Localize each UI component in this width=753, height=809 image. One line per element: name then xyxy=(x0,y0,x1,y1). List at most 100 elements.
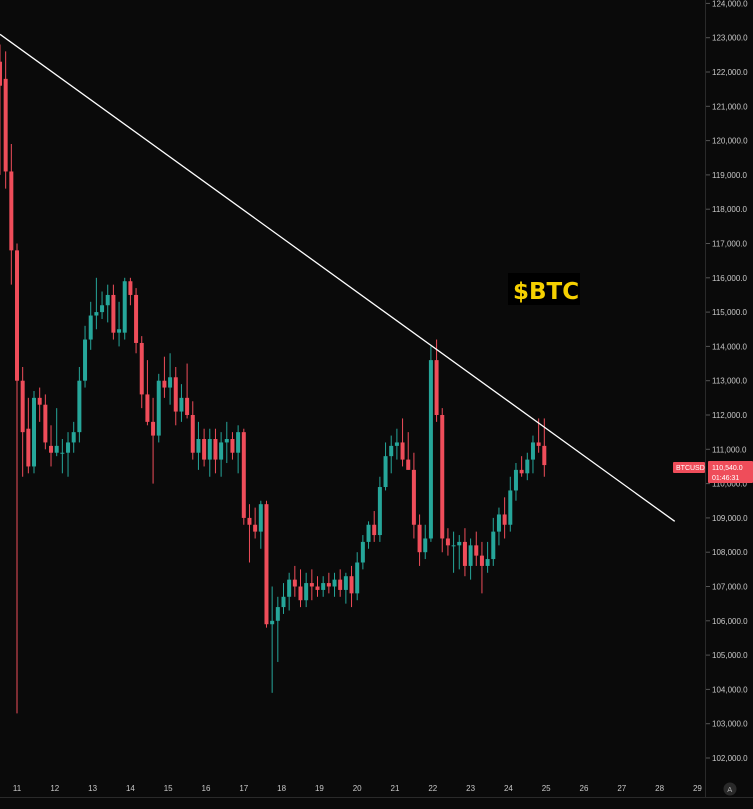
candle-body xyxy=(372,524,377,536)
candle-body xyxy=(343,576,348,590)
y-tick-label: 108,000.0 xyxy=(712,548,748,557)
candle-body xyxy=(179,397,184,412)
y-tick-label: 105,000.0 xyxy=(712,651,748,660)
candle-body xyxy=(530,442,535,460)
candle-body xyxy=(428,360,433,539)
candle-body xyxy=(366,524,371,542)
btc-annotation: $BTC xyxy=(513,279,579,305)
candle-body xyxy=(440,415,445,539)
candle-body xyxy=(258,504,263,532)
x-tick-label: 16 xyxy=(202,784,211,793)
price-tag-bg xyxy=(708,461,753,483)
candle-body xyxy=(292,579,297,587)
candle-body xyxy=(100,305,105,313)
candle-body xyxy=(54,445,59,453)
auto-scale-icon: A xyxy=(727,785,732,794)
candle-body xyxy=(542,445,547,466)
candle-body xyxy=(128,281,133,295)
y-tick-label: 114,000.0 xyxy=(712,342,748,351)
candle-body xyxy=(445,538,450,546)
candle-body xyxy=(457,541,462,546)
candle-body xyxy=(94,312,99,316)
candle-body xyxy=(394,442,399,446)
candle-body xyxy=(224,439,229,443)
x-tick-label: 27 xyxy=(617,784,626,793)
candle-body xyxy=(383,456,388,488)
candle-body xyxy=(468,545,473,566)
candle-body xyxy=(15,250,19,381)
candle-body xyxy=(213,439,218,460)
candle-body xyxy=(434,360,439,415)
candle-body xyxy=(360,541,365,563)
x-tick-label: 24 xyxy=(504,784,513,793)
x-tick-label: 15 xyxy=(164,784,173,793)
y-tick-label: 102,000.0 xyxy=(712,754,748,763)
y-tick-label: 109,000.0 xyxy=(712,514,748,523)
candle-body xyxy=(508,490,513,525)
y-tick-label: 111,000.0 xyxy=(712,445,747,454)
price-axis[interactable]: 102,000.0 103,000.0 104,000.0 105,000.0 106,… xyxy=(706,0,748,763)
candle-body xyxy=(485,559,490,566)
y-tick-label: 110,000.0 xyxy=(712,480,748,489)
x-tick-label: 12 xyxy=(50,784,59,793)
candle-body xyxy=(168,377,173,388)
y-tick-label: 104,000.0 xyxy=(712,685,748,694)
candle-body xyxy=(139,342,144,395)
current-price-tag: 110,540.0 01:46:31 xyxy=(708,461,753,483)
candle-body xyxy=(287,579,292,597)
candle-body xyxy=(411,469,416,525)
candle-body xyxy=(60,452,65,454)
candle-body xyxy=(83,339,88,381)
candle-body xyxy=(111,294,116,333)
x-tick-label: 26 xyxy=(580,784,589,793)
y-tick-label: 116,000.0 xyxy=(712,274,748,283)
candle-body xyxy=(230,439,235,453)
y-tick-label: 106,000.0 xyxy=(712,617,748,626)
countdown-label: 01:46:31 xyxy=(712,475,739,482)
candle-body xyxy=(122,281,127,333)
candle-body xyxy=(275,607,280,621)
candle-body xyxy=(502,514,507,525)
candle-body xyxy=(88,315,93,340)
candle-body xyxy=(349,576,354,594)
candle-body xyxy=(496,514,501,532)
x-tick-label: 28 xyxy=(655,784,664,793)
candle-body xyxy=(26,428,31,467)
symbol-tag: BTCUSD xyxy=(673,462,705,473)
y-tick-label: 113,000.0 xyxy=(712,377,748,386)
x-tick-label: 22 xyxy=(428,784,437,793)
trendline[interactable] xyxy=(0,33,676,522)
candle-body xyxy=(309,583,314,587)
candle-body xyxy=(241,432,246,518)
time-axis[interactable]: 11 12 13 14 15 16 17 18 19 20 21 22 23 24 25 26 27 28 29 xyxy=(13,784,703,793)
candle-body xyxy=(37,397,42,405)
x-tick-label: 11 xyxy=(13,784,22,793)
y-tick-label: 112,000.0 xyxy=(712,411,748,420)
candle-body xyxy=(536,442,541,446)
y-tick-label: 103,000.0 xyxy=(712,720,748,729)
candle-body xyxy=(400,442,405,460)
candle-body xyxy=(479,555,484,566)
candle-body xyxy=(145,394,150,422)
candle-body xyxy=(491,531,496,560)
x-tick-label: 19 xyxy=(315,784,324,793)
candle-body xyxy=(338,579,343,590)
candles-layer xyxy=(0,44,547,714)
x-tick-label: 13 xyxy=(88,784,97,793)
candle-body xyxy=(202,439,207,460)
x-tick-label: 29 xyxy=(693,784,702,793)
symbol-tag-bg xyxy=(673,462,705,473)
candle-body xyxy=(389,445,394,457)
annotation-backdrop xyxy=(508,273,580,305)
candle-body xyxy=(525,459,530,474)
current-price-label: 110,540.0 xyxy=(712,465,743,472)
candle-body xyxy=(3,78,8,172)
candle-body xyxy=(264,504,269,625)
y-tick-label: 115,000.0 xyxy=(712,308,748,317)
candle-body xyxy=(173,377,178,412)
candle-body xyxy=(406,459,411,470)
auto-scale-button[interactable]: A xyxy=(723,782,737,796)
y-tick-label: 118,000.0 xyxy=(712,205,748,214)
candle-body xyxy=(451,545,456,547)
y-tick-label: 123,000.0 xyxy=(712,34,748,43)
